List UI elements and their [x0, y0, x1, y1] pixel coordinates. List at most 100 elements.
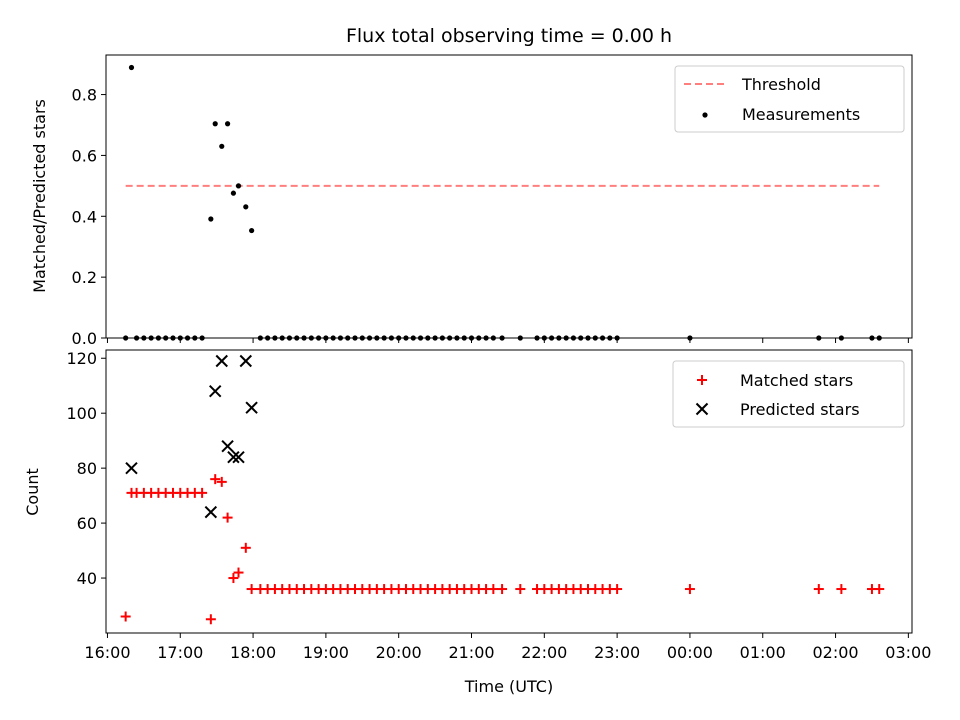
measurement-point — [816, 335, 822, 341]
measurement-point — [155, 335, 162, 341]
measurement-point — [265, 335, 271, 341]
matched-star-point — [836, 584, 847, 595]
measurement-point — [517, 335, 523, 341]
measurement-point — [219, 143, 225, 149]
predicted-star-point — [239, 354, 253, 368]
matched-star-point — [813, 584, 824, 595]
matched-star-point — [874, 584, 885, 595]
ratio-legend: Threshold Measurements — [674, 65, 905, 133]
predicted-star-point-b — [232, 450, 245, 464]
count-x-tick-label: 21:00 — [448, 643, 494, 662]
count-y-tick-label: 120 — [66, 349, 97, 368]
count-legend-box — [672, 360, 905, 428]
predicted-star-point — [221, 439, 234, 453]
predicted-star-point-b — [209, 385, 222, 398]
measurement-point — [128, 64, 135, 71]
legend-measurements-swatch — [702, 112, 708, 118]
predicted-star-point-b — [221, 439, 234, 453]
predicted-star-point — [209, 385, 222, 398]
predicted-star-point — [227, 450, 240, 464]
ratio-y-tick-label: 0.6 — [72, 146, 97, 165]
measurement-point — [230, 190, 237, 196]
matched-star-point — [684, 584, 695, 595]
measurement-point — [235, 183, 242, 189]
measurement-point — [592, 335, 598, 341]
matched-star-point — [233, 567, 244, 578]
measurement-point — [148, 335, 154, 341]
legend-predicted-label: Predicted stars — [740, 400, 860, 419]
measurement-point — [352, 335, 358, 341]
measurement-point — [374, 335, 380, 341]
measurement-point — [876, 335, 882, 341]
predicted-star-point — [232, 450, 245, 464]
measurement-point — [425, 335, 431, 341]
measurement-point — [366, 335, 373, 341]
matched-star-point — [222, 512, 233, 523]
measurement-point — [141, 335, 147, 341]
count-x-tick-label: 01:00 — [740, 643, 786, 662]
ratio-y-axis-label: Matched/Predicted stars — [30, 99, 49, 293]
count-plot-frame — [105, 349, 913, 634]
measurement-point — [396, 335, 402, 341]
legend-measurements-label: Measurements — [742, 105, 860, 124]
matched-star-point — [197, 487, 208, 498]
measurement-point — [534, 335, 540, 341]
measurement-point — [599, 335, 606, 341]
count-x-tick-label: 17:00 — [157, 643, 203, 662]
measurement-point — [607, 335, 613, 341]
ratio-y-tick-label: 0.2 — [72, 268, 97, 287]
legend-matched-label: Matched stars — [740, 371, 853, 390]
legend-matched-swatch — [697, 375, 707, 385]
matched-star-point — [246, 584, 257, 595]
x-axis-label: Time (UTC) — [464, 677, 553, 696]
matched-star-point — [228, 573, 239, 584]
matched-star-point — [205, 614, 216, 625]
count-x-tick-label: 19:00 — [303, 643, 349, 662]
count-x-tick-label: 02:00 — [812, 643, 858, 662]
count-y-tick-label: 60 — [77, 514, 97, 533]
matched-star-point — [120, 611, 131, 622]
measurement-point — [585, 335, 591, 341]
legend-x-mark-b — [695, 402, 709, 416]
predicted-star-point — [125, 461, 138, 475]
measurement-point — [447, 335, 453, 341]
matched-star-point — [240, 542, 251, 553]
measurement-point — [323, 335, 329, 341]
measurement-point — [123, 335, 129, 341]
matched-star-point — [612, 584, 623, 595]
measurement-point — [381, 335, 387, 341]
measurement-point — [388, 335, 395, 341]
measurement-point — [279, 335, 285, 341]
measurement-point — [439, 335, 445, 341]
predicted-star-point-b — [227, 450, 240, 464]
measurement-point — [212, 121, 218, 127]
ratio-y-tick-label: 0.4 — [72, 207, 97, 226]
predicted-star-point-b — [204, 505, 218, 519]
predicted-star-point-b — [215, 354, 228, 368]
measurement-point — [417, 335, 424, 341]
measurement-point — [294, 335, 300, 341]
measurement-point — [687, 335, 693, 341]
measurement-point — [432, 335, 438, 341]
ratio-axis-ticks: 0.0 0.2 0.4 0.6 0.8 — [72, 86, 909, 348]
measurement-point — [224, 121, 231, 127]
legend-threshold-label: Threshold — [741, 75, 821, 94]
matched-star-point — [216, 476, 227, 487]
count-y-tick-label: 40 — [77, 569, 97, 588]
measurement-point — [286, 335, 293, 341]
measurement-point — [249, 227, 255, 234]
measurement-point — [192, 335, 198, 341]
measurement-point — [578, 335, 584, 341]
measurement-point — [570, 335, 577, 341]
count-x-tick-label: 03:00 — [885, 643, 931, 662]
predicted-star-point — [245, 401, 258, 414]
count-x-tick-label: 16:00 — [84, 643, 130, 662]
measurement-point — [208, 216, 214, 222]
measurement-point — [133, 335, 140, 341]
measurement-point — [556, 335, 562, 341]
measurement-point — [243, 204, 249, 210]
count-plot-marks — [120, 354, 885, 625]
legend-x-mark — [695, 402, 709, 416]
ratio-legend-box — [674, 65, 905, 133]
